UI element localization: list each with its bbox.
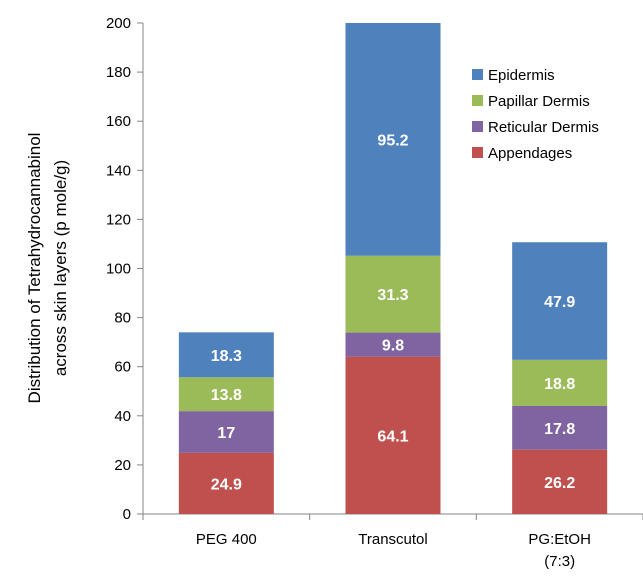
bar-segment [178,452,274,514]
y-tick-label: 20 [114,457,131,474]
x-category-label: (7:3) [544,553,575,570]
y-tick-label: 0 [123,506,131,523]
bar-segment [512,359,608,406]
data-label: 17 [217,425,235,442]
legend: Epidermis Papillar Dermis Reticular Dermis… [472,67,599,162]
bar-segment [178,411,274,453]
legend-swatch [472,69,483,80]
x-axis: PEG 400 Transcutol PG:EtOH (7:3) [142,513,643,570]
y-axis-title: Distribution of Tetrahydrocannabinol acro… [25,133,70,404]
y-axis-title-line: across skin layers (p mole/g) [51,160,70,376]
y-tick-label: 120 [106,211,131,228]
bar-segment [512,405,608,450]
data-label: 47.9 [544,294,575,311]
legend-label: Epidermis [488,67,555,84]
y-tick-label: 60 [114,359,131,376]
y-tick-label: 100 [106,261,131,278]
x-category-label: PEG 400 [196,531,257,548]
y-axis: 0 20 40 60 80 100 120 140 160 180 200 [106,15,144,523]
legend-label: Reticular Dermis [488,119,599,136]
y-tick-label: 140 [106,162,131,179]
bar-segment [345,23,441,256]
y-tick-label: 160 [106,113,131,130]
bar-segment [178,332,274,378]
bar-segment [512,242,608,360]
bar-segment [345,356,441,514]
y-tick-label: 80 [114,310,131,327]
data-label: 13.8 [211,387,242,404]
data-label: 18.8 [544,376,575,393]
legend-swatch [472,95,483,106]
data-label: 31.3 [377,287,408,304]
legend-swatch [472,147,483,158]
bars: 24.9 17 13.8 18.3 64.1 9.8 31.3 95.2 26.2 17.8 18.… [178,23,608,514]
data-label: 24.9 [211,476,242,493]
bar-segment [512,449,608,514]
y-tick-label: 200 [106,15,131,32]
legend-swatch [472,121,483,132]
data-label: 9.8 [382,338,404,355]
x-category-label: Transcutol [358,531,427,548]
data-label: 64.1 [377,428,408,445]
x-category-label: PG:EtOH [528,531,591,548]
y-tick-label: 40 [114,408,131,425]
y-tick-label: 180 [106,64,131,81]
legend-label: Papillar Dermis [488,93,590,110]
bar-segment [345,255,441,333]
data-label: 26.2 [544,475,575,492]
y-axis-title-line: Distribution of Tetrahydrocannabinol [25,133,44,404]
legend-label: Appendages [488,145,572,162]
bar-segment [345,332,441,357]
bar-segment [178,377,274,412]
data-label: 18.3 [211,348,242,365]
data-label: 17.8 [544,421,575,438]
data-label: 95.2 [377,132,408,149]
